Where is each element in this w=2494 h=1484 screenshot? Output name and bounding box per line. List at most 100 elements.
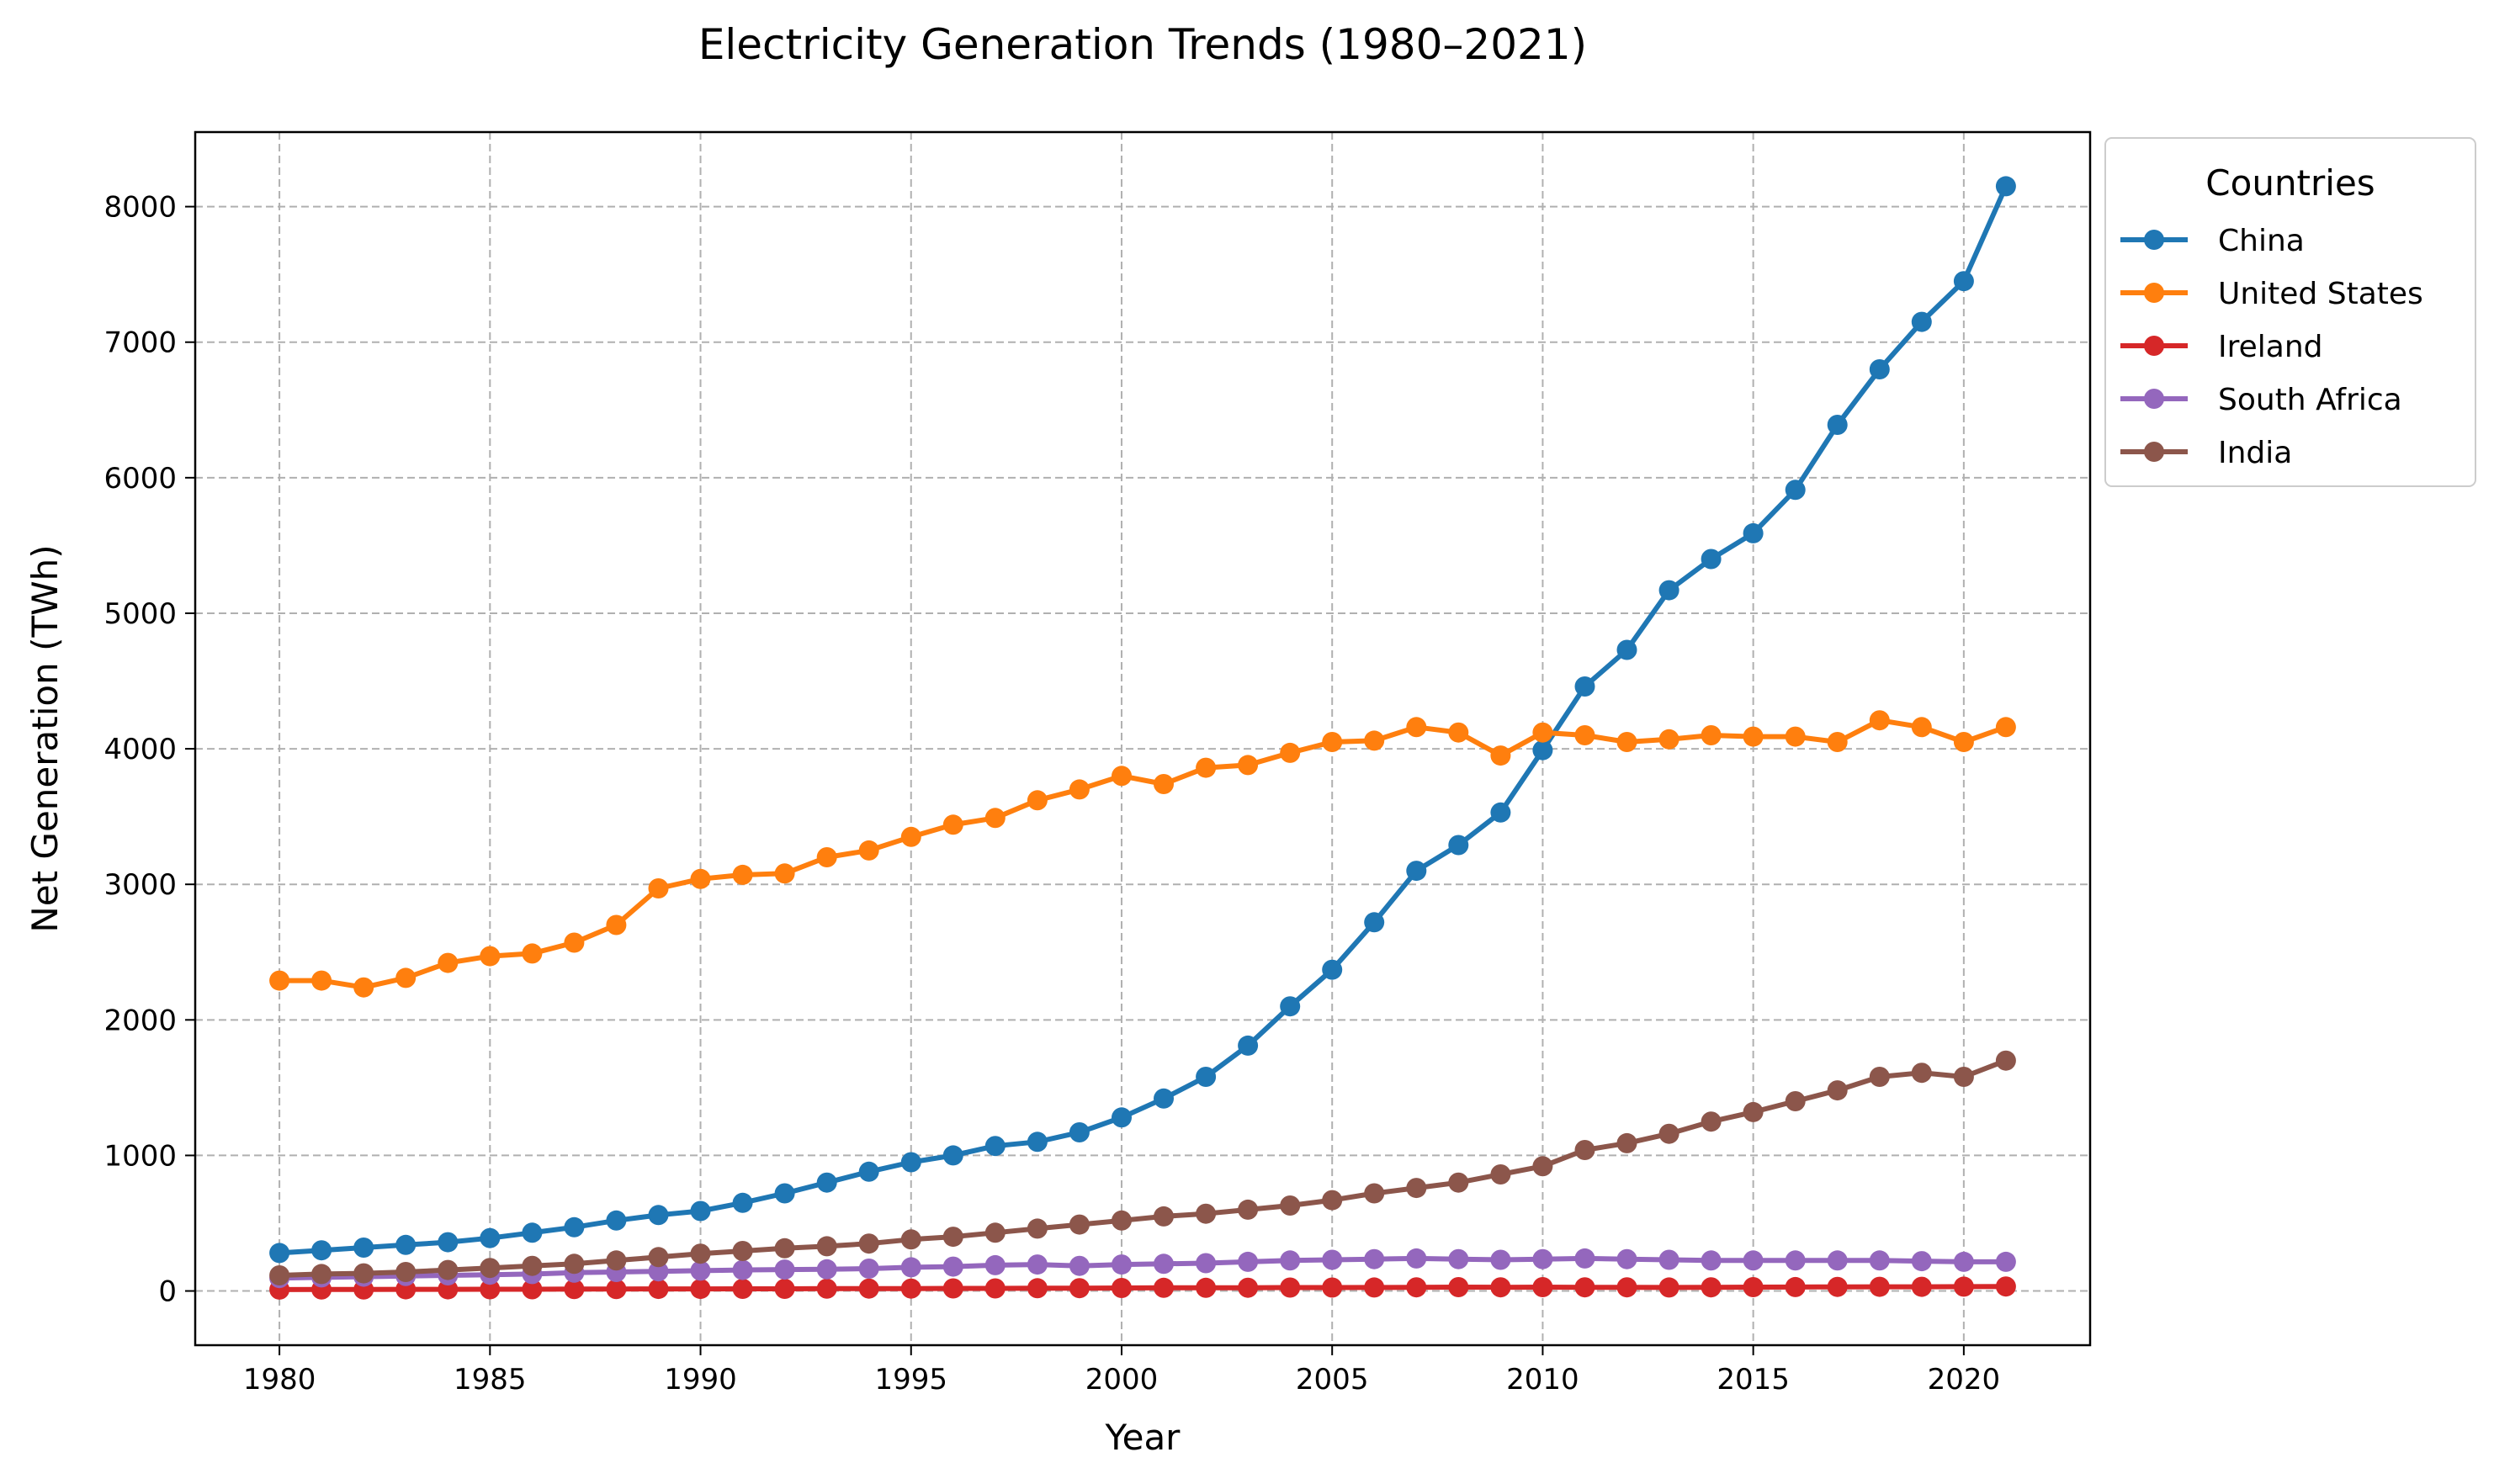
data-point-south-africa xyxy=(1112,1254,1132,1275)
data-point-china xyxy=(1869,359,1890,379)
data-point-china xyxy=(1574,676,1595,697)
data-point-ireland xyxy=(984,1278,1006,1299)
data-point-india xyxy=(1532,1156,1553,1177)
legend: Countries China United States Ireland South… xyxy=(2104,137,2476,487)
data-point-china xyxy=(942,1145,963,1166)
data-point-india xyxy=(1827,1080,1848,1101)
data-point-china xyxy=(480,1227,501,1248)
data-point-ireland xyxy=(900,1278,921,1299)
y-tick-label: 5000 xyxy=(103,597,177,631)
data-point-ireland xyxy=(732,1279,753,1299)
data-point-china xyxy=(1827,415,1848,435)
data-point-china xyxy=(522,1222,543,1243)
data-point-south-africa xyxy=(1196,1253,1217,1274)
data-point-china xyxy=(690,1200,711,1222)
data-point-south-africa xyxy=(1406,1248,1427,1269)
data-point-india xyxy=(816,1236,837,1257)
data-point-united-states xyxy=(1869,710,1890,731)
x-tick-label: 1980 xyxy=(243,1363,316,1397)
data-point-south-africa xyxy=(1280,1250,1301,1271)
data-point-united-states xyxy=(1154,774,1174,794)
data-point-south-africa xyxy=(1701,1250,1722,1271)
data-point-india xyxy=(1112,1210,1132,1231)
data-point-india xyxy=(480,1258,501,1279)
data-point-united-states xyxy=(774,863,795,884)
data-point-ireland xyxy=(1574,1277,1595,1298)
data-point-china xyxy=(900,1152,921,1173)
data-point-south-africa xyxy=(690,1260,711,1281)
data-point-india xyxy=(648,1247,669,1268)
data-point-ireland xyxy=(1027,1278,1048,1299)
data-point-ireland xyxy=(858,1278,879,1299)
data-point-china xyxy=(564,1216,585,1238)
data-point-united-states xyxy=(269,970,290,991)
data-point-china xyxy=(858,1161,879,1182)
data-point-united-states xyxy=(1911,717,1932,738)
data-point-united-states xyxy=(1448,722,1469,743)
data-point-ireland xyxy=(1911,1276,1932,1297)
data-point-china xyxy=(1658,580,1679,601)
x-tick-label: 2015 xyxy=(1717,1363,1790,1397)
data-point-india xyxy=(1574,1140,1595,1160)
data-point-united-states xyxy=(732,864,753,885)
x-tick-label: 1990 xyxy=(664,1363,737,1397)
data-point-china xyxy=(1995,176,2016,197)
data-point-ireland xyxy=(1532,1277,1553,1297)
data-point-south-africa xyxy=(858,1259,879,1279)
data-point-ireland xyxy=(1406,1277,1427,1298)
data-point-south-africa xyxy=(1532,1248,1553,1269)
data-point-ireland xyxy=(1238,1277,1259,1298)
y-axis-label: Net Generation (TWh) xyxy=(24,544,66,932)
data-point-china xyxy=(1280,996,1301,1017)
legend-item-china: China xyxy=(2120,224,2305,258)
data-point-india xyxy=(1069,1214,1090,1235)
x-tick-label: 1985 xyxy=(454,1363,527,1397)
data-point-ireland xyxy=(1490,1277,1511,1298)
data-point-china xyxy=(1406,861,1427,882)
data-point-ireland xyxy=(1701,1277,1722,1298)
data-point-china xyxy=(648,1205,669,1226)
data-point-india xyxy=(1869,1067,1890,1087)
data-point-india xyxy=(1448,1172,1469,1193)
data-point-china xyxy=(1785,480,1806,501)
data-point-united-states xyxy=(1069,779,1090,800)
data-point-united-states xyxy=(648,878,669,898)
data-point-china xyxy=(1069,1122,1090,1142)
x-tick-label: 2005 xyxy=(1296,1363,1369,1397)
data-point-india xyxy=(900,1229,921,1250)
x-axis-label: Year xyxy=(1105,1417,1181,1458)
x-tick-label: 2000 xyxy=(1085,1363,1159,1397)
data-point-south-africa xyxy=(1154,1253,1174,1275)
data-point-united-states xyxy=(1112,766,1132,787)
legend-label: Ireland xyxy=(2218,330,2323,364)
data-point-south-africa xyxy=(1490,1249,1511,1270)
data-point-india xyxy=(984,1222,1006,1243)
data-point-china xyxy=(395,1234,417,1255)
legend-swatch-marker xyxy=(2144,230,2164,250)
data-point-ireland xyxy=(606,1279,627,1300)
data-point-india xyxy=(1322,1190,1343,1211)
series-united-states xyxy=(269,710,2016,998)
data-point-united-states xyxy=(1238,755,1259,776)
data-point-united-states xyxy=(606,914,627,935)
data-point-south-africa xyxy=(984,1254,1006,1275)
data-point-ireland xyxy=(1322,1277,1343,1298)
data-point-south-africa xyxy=(1869,1250,1890,1271)
data-point-united-states xyxy=(1027,790,1048,811)
data-point-china xyxy=(1701,549,1722,570)
x-tick-label: 1995 xyxy=(874,1363,947,1397)
y-tick-label: 8000 xyxy=(103,191,177,225)
data-point-china xyxy=(984,1136,1006,1157)
data-point-south-africa xyxy=(900,1257,921,1278)
data-point-united-states xyxy=(353,977,374,998)
legend-item-india: India xyxy=(2120,436,2292,470)
data-point-china xyxy=(1154,1088,1174,1109)
data-point-south-africa xyxy=(1995,1251,2016,1272)
data-point-south-africa xyxy=(816,1259,837,1280)
series-south-africa xyxy=(269,1248,2016,1289)
data-point-united-states xyxy=(1574,725,1595,745)
legend-label: South Africa xyxy=(2218,383,2402,417)
data-point-china xyxy=(269,1243,290,1264)
data-point-south-africa xyxy=(1574,1248,1595,1269)
plot-area-frame xyxy=(194,130,2092,1347)
